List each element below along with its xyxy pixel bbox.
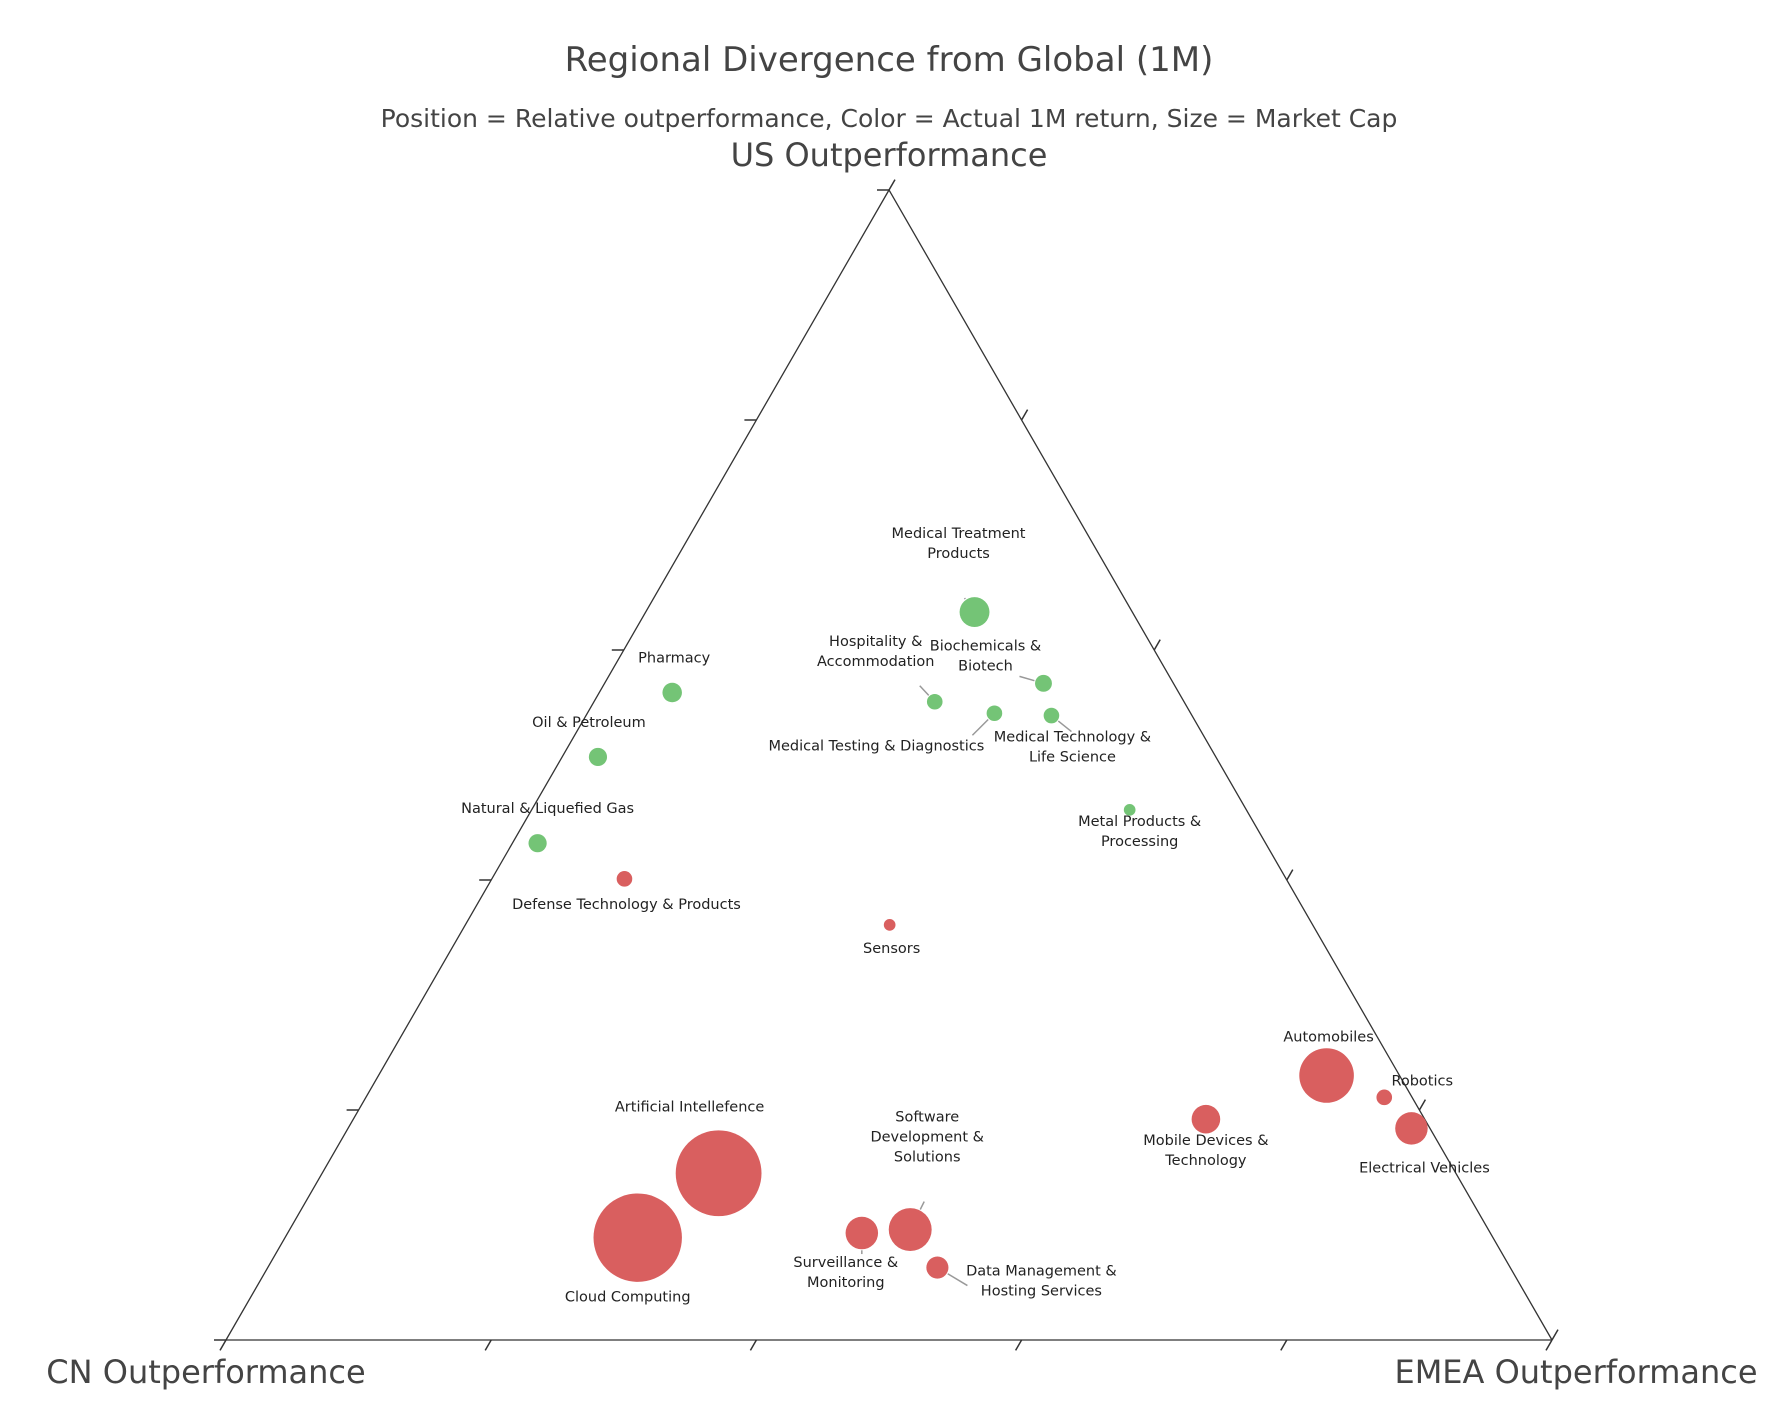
label-leader-line bbox=[947, 1273, 968, 1287]
data-point[interactable] bbox=[986, 705, 1003, 722]
data-point[interactable] bbox=[959, 597, 990, 627]
data-points bbox=[528, 597, 1428, 1282]
data-point[interactable] bbox=[926, 693, 943, 710]
label-leader-line bbox=[919, 685, 930, 696]
data-point[interactable] bbox=[888, 1208, 932, 1252]
tick-cn bbox=[749, 1339, 758, 1351]
data-label: Pharmacy bbox=[638, 651, 711, 667]
data-label: Data Management & Hosting Services bbox=[966, 1264, 1117, 1300]
data-label: Medical Technology & Life Science bbox=[994, 730, 1151, 766]
data-point[interactable] bbox=[593, 1193, 682, 1282]
data-label: Sensors bbox=[863, 941, 920, 957]
data-label: Oil & Petroleum bbox=[532, 715, 646, 731]
data-point[interactable] bbox=[845, 1216, 879, 1250]
data-label: Robotics bbox=[1391, 1073, 1453, 1089]
tick-cn bbox=[1014, 1339, 1023, 1351]
chart-title: Regional Divergence from Global (1M) bbox=[565, 40, 1214, 80]
axis-title-us: US Outperformance bbox=[731, 136, 1048, 174]
axis-title-cn: CN Outperformance bbox=[46, 1353, 365, 1391]
edge-right bbox=[888, 189, 1553, 1341]
data-point[interactable] bbox=[528, 834, 547, 853]
data-point[interactable] bbox=[926, 1256, 949, 1279]
data-label: Natural & Liquefied Gas bbox=[461, 801, 634, 817]
data-point[interactable] bbox=[1123, 804, 1136, 816]
axis-ticks bbox=[214, 179, 1559, 1351]
data-point[interactable] bbox=[1376, 1089, 1393, 1106]
tick-cn bbox=[484, 1339, 492, 1351]
data-point[interactable] bbox=[1395, 1112, 1428, 1145]
data-labels: Medical Treatment Products Biochemicals & B… bbox=[461, 526, 1490, 1306]
label-leader-line bbox=[919, 1201, 925, 1210]
data-point[interactable] bbox=[1191, 1104, 1221, 1134]
ternary-triangle bbox=[225, 189, 1553, 1341]
data-label: Defense Technology & Products bbox=[512, 897, 741, 913]
label-leader-line bbox=[971, 718, 989, 736]
tick-emea bbox=[888, 179, 896, 191]
label-leader-line bbox=[963, 597, 966, 600]
label-leader-line bbox=[1057, 720, 1072, 733]
tick-cn bbox=[1280, 1339, 1288, 1351]
data-label: Medical Treatment Products bbox=[892, 526, 1026, 562]
data-label: Cloud Computing bbox=[565, 1290, 691, 1306]
tick-emea bbox=[1286, 869, 1294, 881]
tick-emea bbox=[1020, 409, 1029, 421]
data-point[interactable] bbox=[883, 919, 896, 931]
data-label: Hospitality & Accommodation bbox=[817, 634, 934, 670]
data-label: Mobile Devices & Technology bbox=[1143, 1133, 1268, 1169]
data-point[interactable] bbox=[616, 871, 633, 887]
data-label: Artificial Intellefence bbox=[615, 1099, 764, 1115]
data-label: Automobiles bbox=[1283, 1030, 1373, 1046]
label-leader-line bbox=[1019, 675, 1035, 682]
data-label: Surveillance & Monitoring bbox=[793, 1255, 898, 1291]
data-point[interactable] bbox=[1035, 674, 1052, 692]
tick-cn bbox=[219, 1339, 227, 1351]
tick-emea bbox=[1418, 1099, 1427, 1111]
label-leaders bbox=[861, 597, 1072, 1287]
data-point[interactable] bbox=[662, 682, 682, 703]
tick-emea bbox=[1153, 639, 1161, 651]
data-point[interactable] bbox=[675, 1130, 762, 1217]
data-point[interactable] bbox=[1043, 707, 1060, 724]
data-label: Metal Products & Processing bbox=[1078, 814, 1201, 850]
data-label: Software Development & Solutions bbox=[870, 1110, 984, 1166]
data-label: Electrical Vehicles bbox=[1359, 1160, 1490, 1176]
edge-left bbox=[225, 189, 890, 1341]
tick-emea bbox=[1551, 1329, 1559, 1341]
chart-subtitle: Position = Relative outperformance, Colo… bbox=[381, 104, 1398, 133]
tick-cn bbox=[1545, 1339, 1553, 1351]
data-label: Medical Testing & Diagnostics bbox=[769, 738, 985, 754]
axis-title-emea: EMEA Outperformance bbox=[1394, 1353, 1757, 1391]
data-point[interactable] bbox=[1299, 1048, 1354, 1103]
data-point[interactable] bbox=[588, 747, 608, 767]
data-label: Biochemicals & Biotech bbox=[930, 638, 1041, 674]
